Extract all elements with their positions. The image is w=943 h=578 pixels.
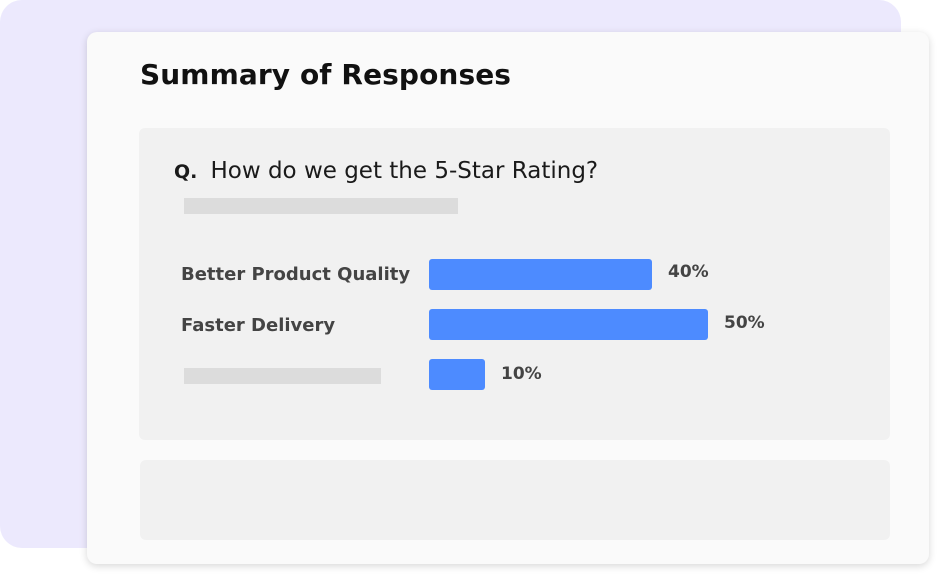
response-percent: 10% <box>501 364 542 384</box>
response-bar <box>429 309 708 340</box>
question-subtext-placeholder <box>184 198 458 214</box>
option-label-placeholder <box>184 368 381 384</box>
page-title: Summary of Responses <box>140 58 512 91</box>
question-text: How do we get the 5-Star Rating? <box>210 158 599 184</box>
next-question-panel <box>140 460 890 540</box>
response-percent: 50% <box>724 313 765 333</box>
question-panel: Q. How do we get the 5-Star Rating? Bett… <box>139 128 890 440</box>
response-bar <box>429 359 485 390</box>
option-label: Faster Delivery <box>181 315 336 336</box>
question-row: Q. How do we get the 5-Star Rating? <box>174 158 598 184</box>
summary-card: Summary of Responses Q. How do we get th… <box>87 32 929 564</box>
option-label: Better Product Quality <box>181 264 411 285</box>
response-bar <box>429 259 652 290</box>
question-prefix: Q. <box>174 161 198 183</box>
response-percent: 40% <box>668 262 709 282</box>
